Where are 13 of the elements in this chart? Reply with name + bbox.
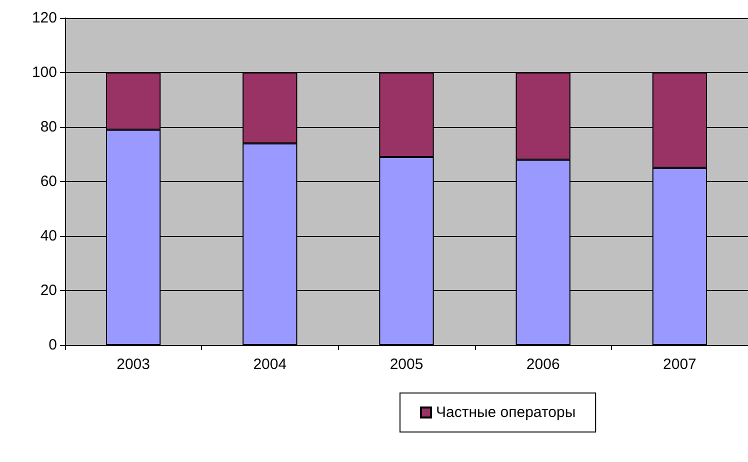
x-tick-label: 2007 xyxy=(663,356,696,373)
legend-label: Частные операторы xyxy=(436,404,576,421)
y-tick-label: 0 xyxy=(48,336,57,354)
y-tick-label: 60 xyxy=(40,173,57,190)
x-tick-label: 2004 xyxy=(253,356,287,373)
y-tick-label: 20 xyxy=(40,282,57,299)
x-tick-label: 2003 xyxy=(116,356,150,373)
y-tick-label: 100 xyxy=(32,64,57,81)
y-tick-label: 120 xyxy=(32,10,57,26)
x-tick-label: 2005 xyxy=(390,356,424,373)
y-tick-label: 40 xyxy=(40,228,57,244)
y-tick-label: 80 xyxy=(40,118,57,136)
x-tick-label: 2006 xyxy=(526,356,560,373)
